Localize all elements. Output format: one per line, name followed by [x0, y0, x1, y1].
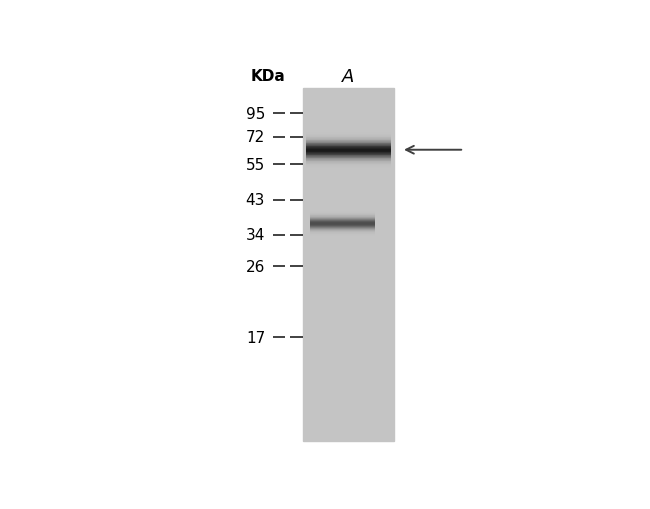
Bar: [306, 150, 391, 151]
Bar: [306, 129, 391, 130]
Bar: [306, 141, 391, 142]
Bar: [310, 214, 376, 215]
Bar: [306, 171, 391, 172]
Bar: [310, 239, 376, 240]
Bar: [306, 135, 391, 136]
Bar: [310, 234, 376, 235]
Bar: [306, 133, 391, 134]
Bar: [306, 165, 391, 166]
Bar: [306, 149, 391, 150]
Bar: [306, 148, 391, 149]
Bar: [306, 167, 391, 168]
Bar: [306, 128, 391, 129]
Text: 17: 17: [246, 330, 265, 345]
Text: KDa: KDa: [250, 69, 285, 84]
Bar: [306, 144, 391, 145]
Bar: [306, 134, 391, 135]
Bar: [310, 210, 376, 211]
Text: 55: 55: [246, 157, 265, 173]
Bar: [306, 147, 391, 148]
Bar: [310, 216, 376, 217]
Bar: [306, 142, 391, 143]
Bar: [310, 221, 376, 222]
Text: 72: 72: [246, 130, 265, 145]
Bar: [310, 228, 376, 229]
Bar: [306, 143, 391, 144]
Bar: [306, 166, 391, 167]
Bar: [306, 145, 391, 146]
Bar: [306, 169, 391, 170]
Bar: [310, 209, 376, 210]
Bar: [310, 212, 376, 213]
Bar: [310, 213, 376, 214]
Bar: [306, 170, 391, 171]
Bar: [306, 139, 391, 140]
Bar: [306, 151, 391, 152]
Bar: [310, 231, 376, 232]
Bar: [310, 223, 376, 224]
Bar: [310, 217, 376, 218]
Bar: [310, 220, 376, 221]
Bar: [306, 172, 391, 173]
Bar: [310, 232, 376, 233]
Bar: [310, 226, 376, 227]
Bar: [306, 163, 391, 164]
Text: 34: 34: [246, 228, 265, 243]
Text: A: A: [342, 68, 354, 86]
Bar: [310, 237, 376, 238]
Bar: [303, 89, 393, 441]
Bar: [306, 162, 391, 163]
Bar: [310, 224, 376, 225]
Bar: [306, 140, 391, 141]
Bar: [310, 215, 376, 216]
Bar: [310, 238, 376, 239]
Text: 43: 43: [246, 193, 265, 208]
Bar: [310, 235, 376, 236]
Bar: [310, 229, 376, 230]
Bar: [310, 218, 376, 219]
Bar: [306, 160, 391, 161]
Bar: [310, 211, 376, 212]
Bar: [310, 230, 376, 231]
Bar: [306, 138, 391, 139]
Bar: [306, 161, 391, 162]
Bar: [306, 152, 391, 153]
Bar: [310, 227, 376, 228]
Bar: [306, 136, 391, 137]
Bar: [306, 157, 391, 158]
Bar: [310, 233, 376, 234]
Bar: [310, 236, 376, 237]
Bar: [310, 222, 376, 223]
Bar: [310, 225, 376, 226]
Bar: [306, 168, 391, 169]
Text: 26: 26: [246, 260, 265, 274]
Bar: [306, 154, 391, 155]
Bar: [306, 153, 391, 154]
Text: 95: 95: [246, 106, 265, 122]
Bar: [306, 137, 391, 138]
Bar: [306, 131, 391, 132]
Bar: [306, 158, 391, 159]
Bar: [306, 155, 391, 156]
Bar: [310, 208, 376, 209]
Bar: [306, 156, 391, 157]
Bar: [306, 146, 391, 147]
Bar: [306, 132, 391, 133]
Bar: [310, 219, 376, 220]
Bar: [306, 164, 391, 165]
Bar: [306, 130, 391, 131]
Bar: [306, 159, 391, 160]
